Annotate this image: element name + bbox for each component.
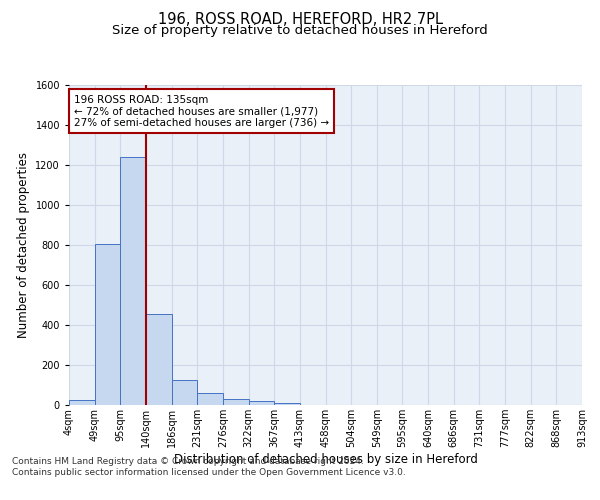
Y-axis label: Number of detached properties: Number of detached properties (17, 152, 30, 338)
Bar (172, 380, 197, 405)
Bar (95, 244, 121, 405)
Bar (121, 157, 146, 405)
X-axis label: Distribution of detached houses by size in Hereford: Distribution of detached houses by size … (173, 453, 478, 466)
Bar (223, 400, 248, 405)
Bar (146, 314, 172, 405)
Text: Size of property relative to detached houses in Hereford: Size of property relative to detached ho… (112, 24, 488, 37)
Text: Contains HM Land Registry data © Crown copyright and database right 2024.
Contai: Contains HM Land Registry data © Crown c… (12, 458, 406, 477)
Bar (248, 402, 274, 405)
Bar (197, 394, 223, 405)
Bar (69, 400, 95, 405)
Text: 196 ROSS ROAD: 135sqm
← 72% of detached houses are smaller (1,977)
27% of semi-d: 196 ROSS ROAD: 135sqm ← 72% of detached … (74, 94, 329, 128)
Text: 196, ROSS ROAD, HEREFORD, HR2 7PL: 196, ROSS ROAD, HEREFORD, HR2 7PL (157, 12, 443, 28)
Bar (274, 402, 300, 405)
